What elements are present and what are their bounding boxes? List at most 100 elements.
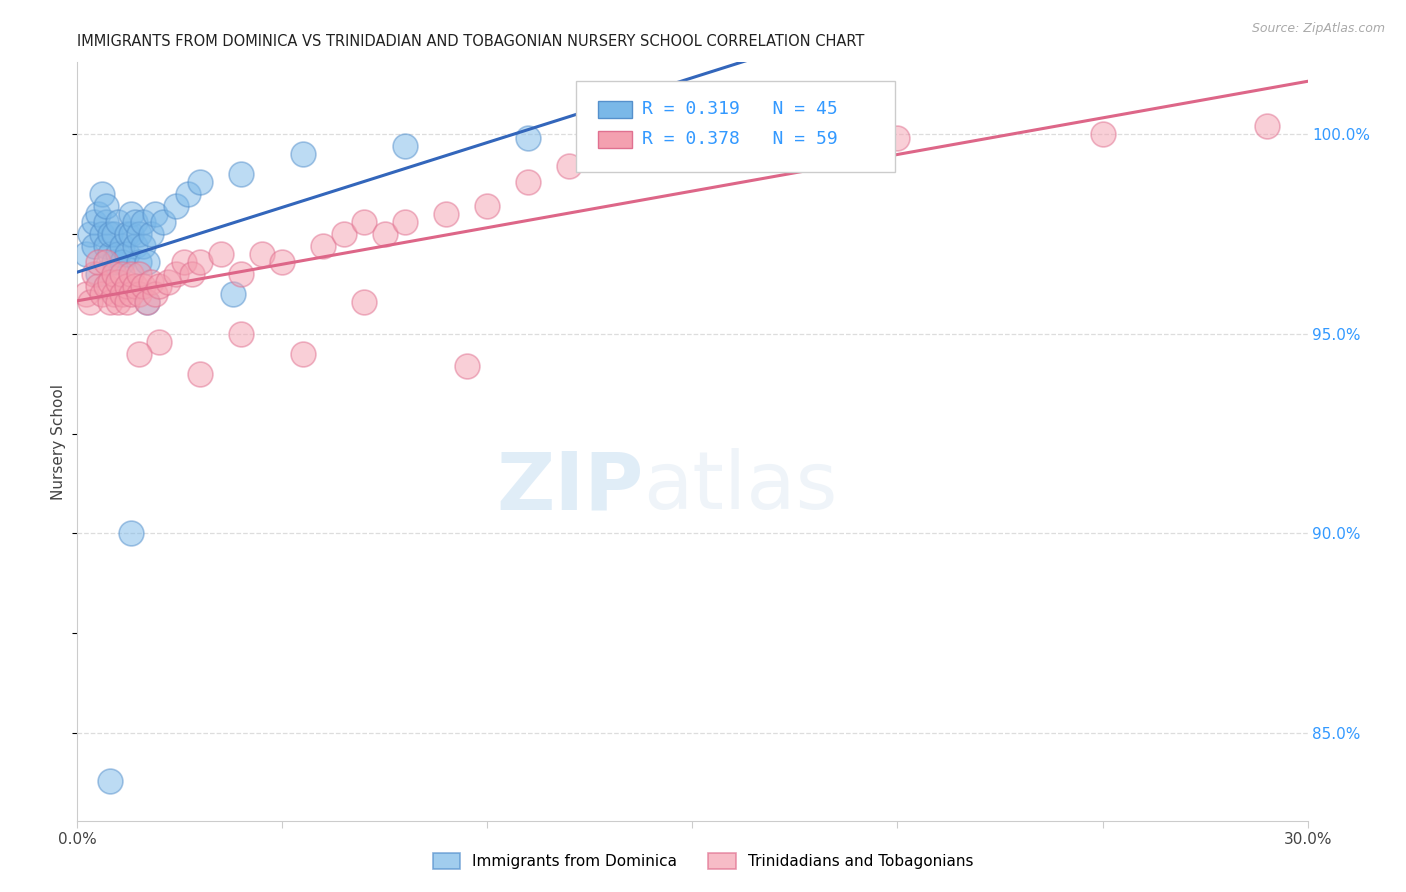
Point: [115, 279, 138, 293]
Point: [87, 279, 110, 293]
Point: [120, 286, 142, 301]
Point: [165, 199, 187, 213]
Point: [804, 135, 827, 149]
Point: [98, 227, 121, 241]
Point: [558, 159, 581, 173]
Point: [1091, 128, 1114, 142]
Point: [333, 227, 356, 241]
Point: [291, 147, 314, 161]
Point: [165, 267, 187, 281]
Point: [132, 279, 155, 293]
Point: [111, 267, 134, 281]
Point: [87, 255, 110, 269]
Point: [111, 239, 134, 253]
FancyBboxPatch shape: [598, 131, 633, 148]
Text: Source: ZipAtlas.com: Source: ZipAtlas.com: [1251, 22, 1385, 36]
FancyBboxPatch shape: [575, 81, 896, 172]
Point: [107, 247, 129, 261]
Point: [98, 275, 121, 289]
Point: [75, 247, 97, 261]
Point: [141, 275, 163, 289]
Point: [83, 267, 105, 281]
Point: [128, 267, 150, 281]
Point: [115, 294, 138, 309]
Point: [394, 215, 416, 229]
Point: [98, 247, 121, 261]
Point: [141, 227, 163, 241]
Point: [87, 267, 110, 281]
Point: [1256, 120, 1278, 134]
Point: [75, 286, 97, 301]
Point: [79, 294, 101, 309]
Point: [436, 207, 458, 221]
Point: [107, 215, 129, 229]
Point: [312, 239, 335, 253]
Point: [98, 294, 121, 309]
Point: [98, 773, 121, 788]
Point: [271, 255, 294, 269]
Point: [188, 367, 212, 381]
Point: [120, 526, 142, 541]
Point: [353, 294, 375, 309]
Point: [188, 255, 212, 269]
Point: [103, 286, 125, 301]
Text: IMMIGRANTS FROM DOMINICA VS TRINIDADIAN AND TOBAGONIAN NURSERY SCHOOL CORRELATIO: IMMIGRANTS FROM DOMINICA VS TRINIDADIAN …: [77, 34, 865, 49]
Point: [250, 247, 273, 261]
Point: [640, 147, 662, 161]
Point: [156, 275, 179, 289]
Point: [148, 279, 170, 293]
Point: [111, 286, 134, 301]
Legend: Immigrants from Dominica, Trinidadians and Tobagonians: Immigrants from Dominica, Trinidadians a…: [426, 847, 980, 875]
Point: [517, 175, 540, 189]
Point: [231, 326, 253, 341]
Point: [103, 255, 125, 269]
Point: [374, 227, 396, 241]
Point: [103, 267, 125, 281]
FancyBboxPatch shape: [598, 101, 633, 118]
Text: R = 0.319   N = 45: R = 0.319 N = 45: [643, 100, 838, 118]
Point: [181, 267, 204, 281]
Text: R = 0.378   N = 59: R = 0.378 N = 59: [643, 130, 838, 148]
Point: [209, 247, 232, 261]
Point: [599, 128, 621, 142]
Point: [94, 279, 117, 293]
Point: [177, 187, 200, 202]
Point: [222, 286, 245, 301]
Point: [115, 247, 138, 261]
Point: [456, 359, 478, 373]
Point: [353, 215, 375, 229]
Point: [94, 199, 117, 213]
Point: [231, 267, 253, 281]
Point: [83, 239, 105, 253]
Point: [94, 239, 117, 253]
Point: [128, 227, 150, 241]
Point: [120, 267, 142, 281]
Point: [83, 215, 105, 229]
Y-axis label: Nursery School: Nursery School: [51, 384, 66, 500]
Point: [120, 207, 142, 221]
Point: [128, 286, 150, 301]
Point: [517, 131, 540, 145]
Point: [143, 207, 166, 221]
Point: [90, 187, 114, 202]
Point: [94, 215, 117, 229]
Point: [103, 227, 125, 241]
Point: [128, 255, 150, 269]
Point: [124, 215, 146, 229]
Point: [90, 286, 114, 301]
Point: [111, 255, 134, 269]
Text: atlas: atlas: [644, 448, 838, 526]
Point: [886, 131, 908, 145]
Point: [143, 286, 166, 301]
Point: [124, 279, 146, 293]
Point: [173, 255, 195, 269]
Point: [148, 334, 170, 349]
Point: [90, 227, 114, 241]
Point: [136, 294, 159, 309]
Point: [79, 227, 101, 241]
Point: [107, 275, 129, 289]
Point: [136, 294, 159, 309]
Point: [120, 227, 142, 241]
Point: [152, 215, 174, 229]
Text: ZIP: ZIP: [496, 448, 644, 526]
